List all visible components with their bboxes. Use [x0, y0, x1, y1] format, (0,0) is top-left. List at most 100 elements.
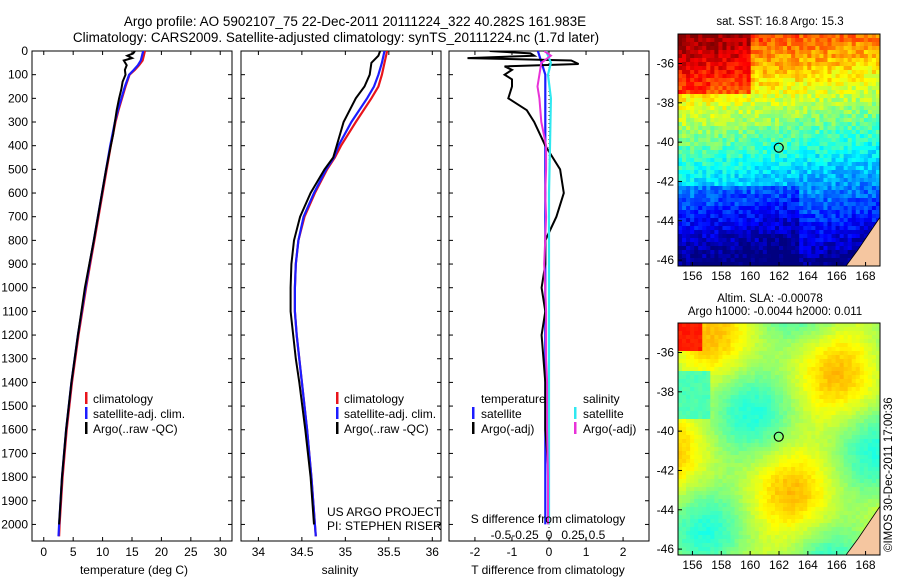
heatmap-cell: [803, 210, 808, 215]
heatmap-cell: [803, 335, 808, 340]
heatmap-cell: [762, 355, 768, 360]
heatmap-cell: [847, 242, 853, 247]
heatmap-cell: [815, 66, 820, 71]
heatmap-cell: [875, 70, 880, 75]
temperature-legend: climatology satellite-adj. clim. Argo(..…: [85, 392, 185, 436]
heatmap-cell: [682, 323, 687, 328]
heatmap-cell: [795, 202, 800, 207]
heatmap-cell: [839, 98, 845, 103]
heatmap-cell: [686, 142, 691, 147]
heatmap-cell: [875, 122, 880, 127]
heatmap-cell: [779, 202, 784, 207]
heatmap-cell: [706, 359, 711, 364]
heatmap-cell: [827, 222, 832, 227]
heatmap-cell: [738, 399, 744, 404]
heatmap-cell: [867, 391, 873, 396]
heatmap-cell: [851, 122, 857, 127]
heatmap-cell: [754, 106, 760, 111]
heatmap-cell: [770, 423, 776, 428]
heatmap-cell: [702, 158, 707, 163]
heatmap-cell: [734, 42, 739, 47]
heatmap-cell: [819, 166, 824, 171]
heatmap-cell: [774, 174, 780, 179]
header-line-2: Climatology: CARS2009. Satellite-adjuste…: [73, 30, 599, 45]
heatmap-cell: [815, 246, 820, 251]
heatmap-cell: [758, 262, 764, 266]
heatmap-cell: [682, 403, 687, 408]
heatmap-cell: [811, 459, 816, 464]
heatmap-cell: [795, 78, 800, 83]
heatmap-cell: [754, 355, 760, 360]
heatmap-cell: [795, 242, 800, 247]
heatmap-cell: [706, 355, 711, 360]
heatmap-cell: [851, 94, 857, 99]
heatmap-cell: [823, 407, 828, 412]
heatmap-cell: [847, 375, 853, 380]
heatmap-cell: [807, 403, 812, 408]
heatmap-cell: [871, 202, 877, 207]
heatmap-cell: [867, 343, 873, 348]
heatmap-cell: [855, 90, 861, 95]
heatmap-cell: [835, 399, 840, 404]
heatmap-cell: [730, 158, 735, 163]
heatmap-cell: [758, 90, 764, 95]
heatmap-cell: [698, 395, 703, 400]
heatmap-cell: [811, 74, 816, 79]
x-tick-label: 10: [96, 545, 110, 559]
heatmap-cell: [770, 46, 776, 51]
heatmap-cell: [750, 38, 756, 43]
heatmap-cell: [742, 399, 748, 404]
heatmap-cell: [795, 435, 800, 440]
heatmap-cell: [766, 46, 772, 51]
heatmap-cell: [734, 210, 739, 215]
heatmap-cell: [855, 158, 861, 163]
heatmap-cell: [851, 150, 857, 155]
heatmap-cell: [746, 114, 752, 119]
heatmap-cell: [787, 146, 792, 151]
heatmap-cell: [799, 38, 804, 43]
heatmap-cell: [710, 359, 715, 364]
heatmap-cell: [795, 391, 800, 396]
heatmap-cell: [738, 110, 744, 115]
heatmap-cell: [698, 178, 703, 183]
heatmap-cell: [738, 423, 744, 428]
heatmap-cell: [811, 202, 816, 207]
heatmap-cell: [819, 78, 824, 83]
heatmap-cell: [779, 343, 784, 348]
heatmap-cell: [843, 78, 849, 83]
heatmap-cell: [875, 74, 880, 79]
heatmap-cell: [746, 142, 752, 147]
heatmap-cell: [710, 335, 715, 340]
heatmap-cell: [702, 50, 707, 55]
heatmap-cell: [738, 170, 744, 175]
heatmap-cell: [718, 206, 723, 211]
heatmap-cell: [839, 42, 845, 47]
heatmap-cell: [738, 118, 744, 123]
heatmap-cell: [766, 250, 772, 255]
heatmap-cell: [835, 343, 840, 348]
heatmap-cell: [779, 130, 784, 135]
heatmap-cell: [718, 218, 723, 223]
heatmap-cell: [807, 339, 812, 344]
heatmap-cell: [738, 174, 744, 179]
heatmap-cell: [827, 230, 832, 235]
heatmap-cell: [678, 66, 683, 71]
heatmap-cell: [690, 170, 695, 175]
heatmap-cell: [758, 82, 764, 87]
heatmap-cell: [811, 62, 816, 67]
heatmap-cell: [686, 258, 691, 263]
heatmap-cell: [702, 222, 707, 227]
heatmap-cell: [863, 62, 869, 67]
heatmap-cell: [855, 178, 861, 183]
heatmap-cell: [710, 90, 715, 95]
heatmap-cell: [774, 335, 780, 340]
heatmap-cell: [682, 371, 687, 376]
heatmap-cell: [774, 383, 780, 388]
heatmap-cell: [722, 102, 727, 107]
sla-map-subtitle: Argo h1000: -0.0044 h2000: 0.011: [688, 306, 862, 318]
x-tick-label: 2: [620, 545, 627, 559]
y-tick-label: 800: [8, 233, 28, 247]
heatmap-cell: [819, 399, 824, 404]
heatmap-cell: [859, 62, 865, 67]
heatmap-cell: [690, 74, 695, 79]
